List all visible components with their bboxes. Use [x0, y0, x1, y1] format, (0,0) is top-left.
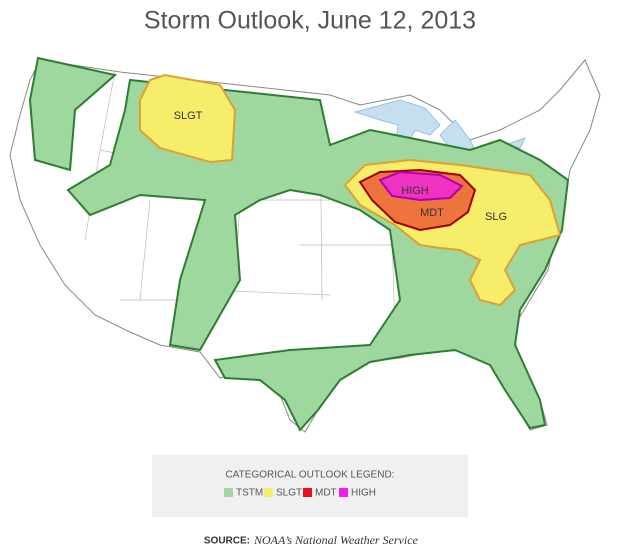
legend-label: HIGH: [351, 488, 376, 499]
source-text: NOAA’s National Weather Service: [253, 533, 419, 547]
region-label: SLG: [485, 211, 507, 223]
title: Storm Outlook, June 12, 2013: [144, 7, 476, 35]
legend-label: SLGT: [276, 488, 302, 499]
legend-label: MDT: [315, 488, 337, 499]
legend-swatch: [339, 488, 348, 497]
slgt-area: [139, 73, 237, 164]
high-area: [378, 170, 464, 202]
legend-label: TSTM: [236, 488, 263, 499]
legend-swatch: [264, 488, 273, 497]
legend-swatch: [224, 488, 233, 497]
source-label: SOURCE:: [204, 536, 250, 547]
legend-title: CATEGORICAL OUTLOOK LEGEND:: [226, 470, 395, 481]
region-label: MDT: [420, 207, 444, 219]
tstm-area: [28, 56, 118, 172]
region-label: SLGT: [174, 110, 203, 122]
legend-swatch: [303, 488, 312, 497]
legend-box: [152, 455, 468, 517]
region-label: HIGH: [401, 185, 429, 197]
